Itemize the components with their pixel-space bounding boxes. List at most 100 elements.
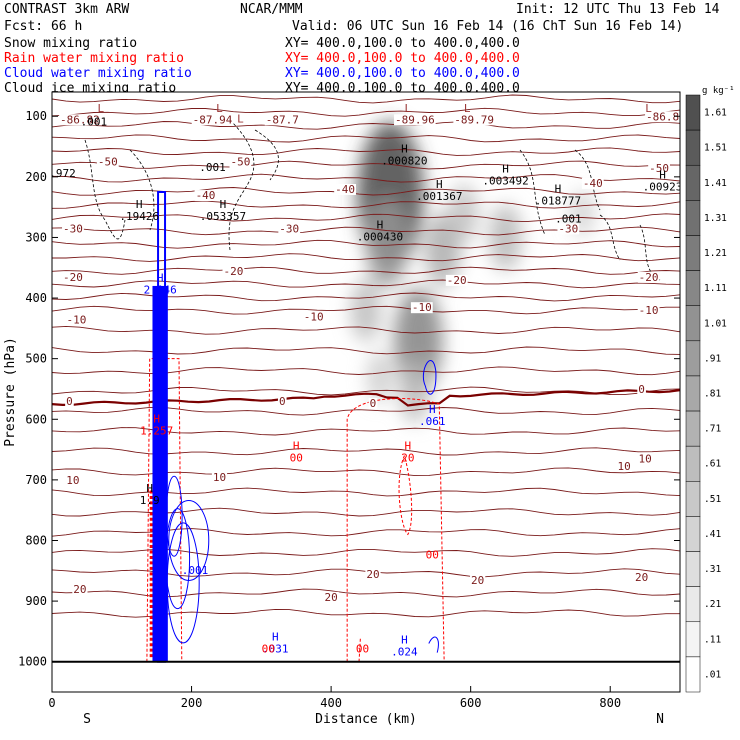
temp-label-9: -40 bbox=[196, 189, 216, 202]
temp-label-bg-5 bbox=[645, 111, 680, 123]
temp-label-bg-16 bbox=[222, 265, 245, 277]
colorbar-cell-8 bbox=[685, 375, 701, 412]
colorbar-cell-5 bbox=[685, 270, 701, 306]
org-label: NCAR/MMM bbox=[240, 2, 303, 17]
x-tick-label-0: 0 bbox=[48, 696, 55, 710]
extremum-mark-5: L bbox=[237, 112, 244, 125]
extremum-value-7: .003492 bbox=[482, 175, 528, 188]
isotherm-0 bbox=[52, 94, 680, 104]
isotherm-5 bbox=[52, 160, 680, 170]
y-tick-label-9: 1000 bbox=[18, 655, 47, 669]
extremum-mark-3: L bbox=[464, 102, 471, 115]
colorbar-cell-0 bbox=[685, 94, 701, 131]
isotherm-12 bbox=[52, 253, 680, 262]
temp-label-bg-22 bbox=[637, 305, 660, 317]
temp-label-bg-9 bbox=[194, 190, 217, 202]
extremum-mark-2: L bbox=[405, 102, 412, 115]
temp-label-bg-25 bbox=[368, 397, 378, 409]
temp-label-24: 0 bbox=[279, 395, 286, 408]
x-tick-label-3: 600 bbox=[460, 696, 482, 710]
field-xy-rain: XY= 400.0,100.0 to 400.0,400.0 bbox=[285, 51, 520, 66]
colorbar-label-12: .41 bbox=[704, 529, 721, 540]
valid-time: Valid: 06 UTC Sun 16 Feb 14 (16 ChT Sun … bbox=[292, 19, 684, 34]
colorbar-label-16: .01 bbox=[704, 669, 721, 680]
colorbar-label-4: 1.21 bbox=[704, 248, 727, 259]
temp-label-34: 20 bbox=[635, 571, 648, 584]
extremum-mark-20: H bbox=[272, 630, 279, 643]
extremum-value-13: .000430 bbox=[357, 230, 403, 243]
extremum-value-8: .00923 bbox=[643, 181, 683, 194]
colorbar-label-9: .71 bbox=[704, 424, 721, 435]
snow-blob-5 bbox=[448, 183, 479, 243]
north-end-label: N bbox=[656, 712, 664, 727]
y-tick-label-2: 300 bbox=[25, 230, 47, 244]
colorbar-cell-1 bbox=[685, 129, 701, 166]
temp-label-6: -50 bbox=[98, 156, 118, 169]
y-tick-label-0: 100 bbox=[25, 109, 47, 123]
temp-label-20: -10 bbox=[304, 310, 324, 323]
ice-contour-5 bbox=[574, 149, 601, 211]
temp-label-17: -20 bbox=[447, 274, 467, 287]
contour-label-2: .001 bbox=[555, 212, 582, 225]
cloud-water-ring-2 bbox=[166, 522, 200, 644]
colorbar-cell-9 bbox=[685, 410, 701, 447]
temp-label-35: 20 bbox=[324, 591, 337, 604]
temp-label-bg-11 bbox=[581, 177, 604, 189]
colorbar-cell-12 bbox=[685, 516, 701, 552]
temp-label-bg-4 bbox=[453, 114, 495, 126]
snow-blob-6 bbox=[489, 204, 522, 271]
temp-label-0: -86.82 bbox=[60, 113, 100, 126]
plot-layer: -86.82 -87.94 -87.7 -89.96 -89.79 -86.8 -50 -50… bbox=[49, 94, 683, 663]
colorbar-label-3: 1.31 bbox=[704, 213, 727, 224]
model-label: CONTRAST 3km ARW bbox=[4, 2, 130, 17]
temp-label-19: -10 bbox=[66, 313, 86, 326]
temp-label-4: -89.79 bbox=[454, 113, 494, 126]
temp-label-8: -50 bbox=[649, 162, 669, 175]
rain-contour-box bbox=[346, 398, 445, 662]
field-label-cloud-water: Cloud water mixing ratio bbox=[4, 66, 192, 81]
extremum-mark-7: H bbox=[502, 163, 509, 176]
ice-contour-2 bbox=[228, 119, 255, 251]
colorbar-cell-6 bbox=[685, 305, 701, 342]
contour-label-4: .001 bbox=[182, 564, 209, 577]
temp-label-bg-32 bbox=[365, 568, 381, 580]
extremum-mark-18: H bbox=[405, 440, 412, 453]
field-xy-cloud-water: XY= 400.0,100.0 to 400.0,400.0 bbox=[285, 66, 520, 81]
extremum-value-16: 1.257 bbox=[140, 424, 173, 437]
extremum-value-15: .061 bbox=[419, 415, 446, 428]
isotherm-4 bbox=[52, 147, 680, 156]
colorbar-label-6: 1.01 bbox=[704, 318, 727, 329]
temp-label-bg-0 bbox=[59, 114, 101, 126]
temp-label-bg-13 bbox=[278, 223, 301, 235]
temperature-labels: -86.82 -87.94 -87.7 -89.96 -89.79 -86.8 -50 -50… bbox=[59, 110, 680, 604]
extremum-mark-11: H bbox=[136, 198, 143, 211]
temp-label-bg-24 bbox=[277, 396, 287, 408]
temp-label-31: 20 bbox=[73, 583, 86, 596]
colorbar-label-15: .11 bbox=[704, 634, 721, 645]
temp-label-33: 20 bbox=[471, 574, 484, 587]
temp-label-bg-28 bbox=[211, 471, 228, 483]
temp-label-bg-31 bbox=[72, 584, 88, 595]
extremum-mark-14: H bbox=[157, 272, 164, 285]
temp-label-bg-15 bbox=[62, 271, 84, 283]
contour-label-3: .972 bbox=[49, 167, 76, 180]
isotherm-9 bbox=[52, 213, 680, 223]
colorbar-cell-3 bbox=[685, 200, 701, 236]
temp-label-bg-20 bbox=[302, 311, 325, 323]
extremum-mark-8: H bbox=[659, 169, 666, 182]
y-axis-label: Pressure (hPa) bbox=[3, 337, 18, 447]
temp-label-bg-34 bbox=[634, 571, 650, 583]
extremum-value-12: .053357 bbox=[200, 210, 246, 223]
temp-label-22: -10 bbox=[639, 304, 659, 317]
colorbar-cell-7 bbox=[685, 340, 701, 377]
extremum-mark-6: H bbox=[401, 143, 408, 156]
cloud-water-ring-1 bbox=[165, 508, 191, 610]
extremum-mark-19: H bbox=[146, 482, 153, 495]
colorbar-label-11: .51 bbox=[704, 494, 721, 505]
temp-label-29: 10 bbox=[618, 460, 631, 473]
extremum-value-17: 00 bbox=[290, 452, 303, 465]
isotherm-14 bbox=[52, 279, 680, 289]
